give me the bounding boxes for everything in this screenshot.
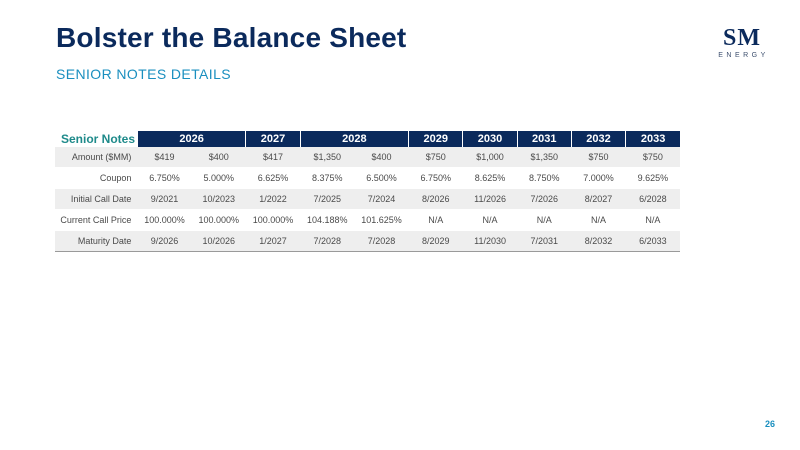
table-cell: 104.188%: [300, 209, 355, 231]
table-cell: 7/2025: [300, 188, 355, 210]
header-year: 2029: [408, 131, 463, 147]
table-corner-label: Senior Notes: [55, 131, 138, 147]
table-cell: 9/2026: [137, 230, 192, 252]
table-cell: $417: [245, 147, 301, 168]
table-cell: $1,000: [462, 147, 518, 168]
header-year: 2028: [299, 131, 409, 147]
table-cell: $1,350: [300, 147, 355, 168]
header-year: 2026: [136, 131, 246, 147]
table-cell: 6.750%: [137, 167, 192, 189]
logo-sub-text: ENERGY: [718, 52, 769, 59]
page-subtitle: SENIOR NOTES DETAILS: [56, 66, 231, 82]
row-label: Maturity Date: [55, 230, 138, 252]
table-cell: 11/2030: [462, 230, 518, 252]
table-cell: 8/2027: [571, 188, 626, 210]
table-cell: 8.750%: [517, 167, 572, 189]
table-cell: 7/2026: [517, 188, 572, 210]
table-cell: 10/2026: [191, 230, 246, 252]
header-year: 2030: [462, 131, 518, 147]
table-header-row: Senior Notes 2026 2027 2028 2029 2030 20…: [55, 131, 680, 147]
table-cell: 101.625%: [354, 209, 409, 231]
table-cell: 1/2022: [245, 188, 301, 210]
table-cell: N/A: [517, 209, 572, 231]
table-cell: 6.750%: [408, 167, 463, 189]
header-year: 2033: [625, 131, 680, 147]
table-row: Amount ($MM) $419 $400 $417 $1,350 $400 $750 $1…: [55, 147, 680, 168]
table-cell: $419: [137, 147, 192, 168]
table-cell: 8/2026: [408, 188, 463, 210]
table-cell: 6.625%: [245, 167, 301, 189]
table-row: Initial Call Date 9/2021 10/2023 1/2022 7/20…: [55, 188, 680, 210]
table-cell: $750: [571, 147, 626, 168]
table-cell: 8/2029: [408, 230, 463, 252]
logo-main-text: SM: [723, 25, 761, 51]
table-body: Amount ($MM) $419 $400 $417 $1,350 $400 $750 $1…: [55, 147, 680, 252]
table-cell: $750: [625, 147, 680, 168]
table-cell: 1/2027: [245, 230, 301, 252]
header-year: 2031: [516, 131, 572, 147]
table-cell: 7/2028: [300, 230, 355, 252]
table-cell: 6.500%: [354, 167, 409, 189]
table-cell: $750: [408, 147, 463, 168]
table-row: Current Call Price 100.000% 100.000% 100.00…: [55, 209, 680, 231]
table-cell: $400: [191, 147, 246, 168]
table-cell: 100.000%: [245, 209, 301, 231]
table-cell: N/A: [571, 209, 626, 231]
table-cell: 9.625%: [625, 167, 680, 189]
table-cell: 8.375%: [300, 167, 355, 189]
header-year: 2032: [570, 131, 626, 147]
table-cell: 5.000%: [191, 167, 246, 189]
table-cell: 8/2032: [571, 230, 626, 252]
table-cell: 10/2023: [191, 188, 246, 210]
page-number: 26: [764, 419, 775, 429]
table-cell: N/A: [462, 209, 518, 231]
page-title: Bolster the Balance Sheet: [56, 22, 407, 53]
table-cell: $400: [354, 147, 409, 168]
table-cell: 11/2026: [462, 188, 518, 210]
row-label: Initial Call Date: [55, 188, 138, 210]
table-cell: 7/2031: [517, 230, 572, 252]
table-cell: 100.000%: [191, 209, 246, 231]
table-cell: 7/2028: [354, 230, 409, 252]
sm-energy-logo: SM ENERGY: [714, 26, 770, 59]
table-cell: N/A: [625, 209, 680, 231]
table-cell: 6/2028: [625, 188, 680, 210]
header-year: 2027: [245, 131, 301, 147]
table-cell: 7.000%: [571, 167, 626, 189]
table-cell: 6/2033: [625, 230, 680, 252]
row-label: Current Call Price: [55, 209, 138, 231]
table-cell: $1,350: [517, 147, 572, 168]
table-cell: 100.000%: [137, 209, 192, 231]
row-label: Coupon: [55, 167, 138, 189]
table-row: Maturity Date 9/2026 10/2026 1/2027 7/2028 7/…: [55, 230, 680, 252]
row-label: Amount ($MM): [55, 147, 138, 168]
table-cell: 7/2024: [354, 188, 409, 210]
table-cell: 8.625%: [462, 167, 518, 189]
table-row: Coupon 6.750% 5.000% 6.625% 8.375% 6.500% 6.75…: [55, 167, 680, 189]
senior-notes-table: Senior Notes 2026 2027 2028 2029 2030 20…: [55, 131, 680, 252]
table-cell: N/A: [408, 209, 463, 231]
table-cell: 9/2021: [137, 188, 192, 210]
